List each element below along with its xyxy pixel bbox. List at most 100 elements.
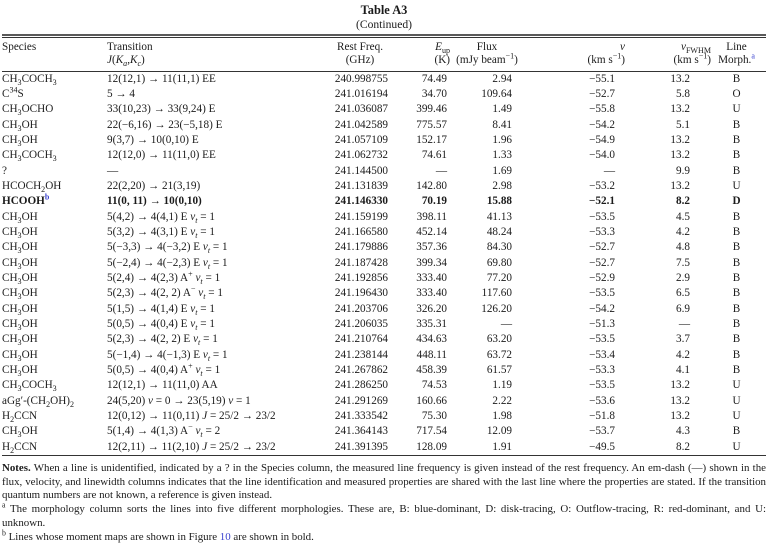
col-header-rest-freq: Rest Freq. (GHz) [329, 38, 391, 72]
velocity-cell: −54.0 [589, 149, 615, 162]
transition-cell: 5(−1,4) → 4(−1,3) E vt = 1 [107, 348, 228, 363]
footnote-a-link[interactable]: a [751, 51, 755, 61]
morph-cell: B [732, 333, 741, 346]
vfwhm-cell: 13.2 [670, 134, 690, 147]
vfwhm-cell: 7.5 [676, 256, 690, 269]
footnote-b-marker: b [2, 527, 6, 537]
vfwhm-cell: 5.1 [676, 118, 690, 131]
vfwhm-cell: 13.2 [670, 379, 690, 392]
table-row: aGg′-(CH2OH)2 24(5,20) v = 0 → 23(5,19) … [2, 394, 766, 409]
velocity-cell: −52.9 [589, 272, 615, 285]
morph-cell: B [732, 241, 741, 254]
velocity-cell: −53.5 [589, 333, 615, 346]
flux-cell: 2.94 [492, 72, 512, 85]
transition-cell: 5(−2,4) → 4(−2,3) E vt = 1 [107, 256, 228, 271]
velocity-cell: −51.3 [589, 318, 615, 331]
transition-cell: 12(2,11) → 11(2,10) J = 25/2 → 23/2 [107, 439, 329, 457]
table-row: CH3OH 5(0,5) → 4(0,4) A+ vt = 1 241.2678… [2, 362, 766, 378]
eup-cell: — [435, 164, 447, 177]
velocity-cell: −53.5 [589, 287, 615, 300]
morph-cell: U [732, 103, 741, 116]
eup-cell: 333.40 [416, 272, 447, 285]
eup-cell: 775.57 [416, 118, 447, 131]
flux-cell: 8.41 [492, 118, 512, 131]
morph-cell: B [732, 287, 741, 300]
transition-cell: 5(1,4) → 4(1,3) A− vt = 2 [107, 422, 221, 440]
eup-cell: 70.19 [421, 195, 447, 208]
species-cell: CH3OH [2, 425, 38, 440]
morph-cell: U [732, 379, 741, 392]
rest-freq-cell: 241.016194 [334, 88, 388, 101]
rest-freq-cell: 241.144500 [334, 164, 388, 177]
morph-cell: B [732, 364, 741, 377]
rest-freq-cell: 241.196430 [334, 287, 388, 300]
species-cell: H2CCN [2, 439, 107, 457]
footnote-b-link[interactable]: b [44, 192, 50, 202]
transition-cell: 5(2,3) → 4(2, 2) A− vt = 1 [107, 284, 223, 302]
flux-cell: 2.22 [492, 394, 512, 407]
velocity-cell: −53.4 [589, 348, 615, 361]
eup-cell: 74.53 [421, 379, 447, 392]
vfwhm-cell: — [678, 318, 690, 331]
table-row: HCOCH2OH 22(2,20) → 21(3,19) 241.131839 … [2, 179, 766, 194]
morph-cell: B [732, 118, 741, 131]
velocity-cell: −55.8 [589, 103, 615, 116]
vfwhm-cell: 8.2 [617, 439, 697, 457]
morph-cell: U [697, 439, 766, 457]
flux-cell: 61.57 [486, 364, 512, 377]
species-cell: CH3OCHO [2, 103, 54, 118]
rest-freq-cell: 241.187428 [334, 256, 388, 269]
species-cell: CH3COCH3 [2, 72, 57, 88]
species-cell: CH3COCH3 [2, 149, 57, 164]
transition-cell: 5(4,2) → 4(4,1) E vt = 1 [107, 210, 215, 225]
transition-cell: 12(12,1) → 11(11,1) EE [107, 72, 216, 85]
species-cell: H2CCN [2, 410, 38, 425]
morph-cell: B [732, 318, 741, 331]
table-row: CH3OH 5(−2,4) → 4(−2,3) E vt = 1 241.187… [2, 256, 766, 271]
vfwhm-cell: 4.8 [676, 241, 690, 254]
transition-cell: 33(10,23) → 33(9,24) E [107, 103, 216, 116]
transition-cell: 5(−3,3) → 4(−3,2) E vt = 1 [107, 241, 228, 256]
table-row: HCOOHb 11(0, 11) → 10(0,10) 241.146330 7… [2, 192, 766, 209]
species-cell: CH3OH [2, 226, 38, 241]
eup-cell: 717.54 [416, 425, 447, 438]
table-header: Species Transition J(Ka,Kc) Rest Freq. (GH… [2, 38, 766, 72]
table-continued-label: (Continued) [355, 18, 413, 31]
rest-freq-cell: 241.042589 [334, 118, 388, 131]
vfwhm-cell: 9.9 [676, 164, 690, 177]
eup-cell: 34.70 [421, 88, 447, 101]
table-row: CH3COCH3 12(12,0) → 11(11,0) EE 241.0627… [2, 148, 766, 163]
flux-cell: 1.96 [492, 134, 512, 147]
table-row: H2CCN 12(0,12) → 11(0,11) J = 25/2 → 23/… [2, 409, 766, 424]
morph-cell: O [732, 88, 741, 101]
velocity-cell: −53.6 [589, 394, 615, 407]
transition-cell: 11(0, 11) → 10(0,10) [107, 195, 202, 208]
rest-freq-cell: 241.203706 [334, 302, 388, 315]
flux-cell: 41.13 [486, 210, 512, 223]
morph-cell: D [732, 195, 741, 208]
table-row: CH3OH 5(1,5) → 4(1,4) E vt = 1 241.20370… [2, 302, 766, 317]
eup-cell: 399.34 [416, 256, 447, 269]
eup-cell: 74.61 [421, 149, 447, 162]
vfwhm-cell: 3.7 [676, 333, 690, 346]
table-row: CH3OH 5(2,3) → 4(2, 2) A− vt = 1 241.196… [2, 284, 766, 302]
species-cell: CH3OH [2, 333, 38, 348]
eup-cell: 74.49 [421, 72, 447, 85]
table-row: CH3OH 22(−6,16) → 23(−5,18) E 241.042589… [2, 118, 766, 133]
eup-cell: 75.30 [421, 410, 447, 423]
transition-cell: 5(2,4) → 4(2,3) A+ vt = 1 [107, 269, 221, 287]
species-cell: CH3OH [2, 302, 38, 317]
table-row: CH3OH 5(−3,3) → 4(−3,2) E vt = 1 241.179… [2, 240, 766, 255]
transition-cell: 5 → 4 [107, 88, 135, 101]
morph-cell: B [732, 164, 741, 177]
table-row: ? — 241.144500 — 1.69 — 9.9 B [2, 164, 766, 179]
top-double-rule [2, 34, 766, 38]
morph-cell: B [732, 348, 741, 361]
transition-cell: 5(1,5) → 4(1,4) E vt = 1 [107, 302, 215, 317]
rest-freq-cell: 241.036087 [334, 103, 388, 116]
rest-freq-cell: 241.291269 [334, 394, 388, 407]
transition-cell: 24(5,20) v = 0 → 23(5,19) v = 1 [107, 394, 251, 407]
footnote-a-marker: a [2, 500, 6, 510]
figure-10-link[interactable]: 10 [219, 530, 231, 543]
